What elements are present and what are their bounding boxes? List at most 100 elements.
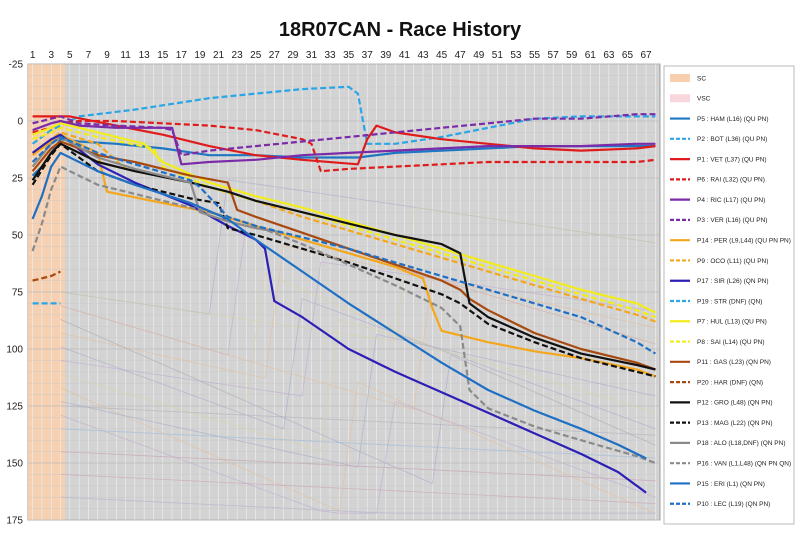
legend-label: P7 : HUL (L13) (QU PN) (697, 319, 767, 326)
legend-swatch (670, 74, 690, 82)
background-trace (60, 319, 656, 485)
x-tick-label: 19 (194, 50, 206, 61)
y-tick-label: 125 (6, 402, 23, 413)
legend-label: P18 : ALO (L18,DNF) (QN PN) (697, 440, 786, 447)
x-tick-label: 37 (362, 50, 374, 61)
legend-label: P13 : MAG (L22) (QN PN) (697, 420, 773, 427)
series-line-2 (32, 115, 656, 166)
legend-box (663, 65, 795, 525)
legend-label: P1 : VET (L37) (QU PN) (697, 156, 767, 163)
y-tick-label: 75 (12, 288, 24, 299)
legend-swatch (670, 94, 690, 103)
x-tick-label: 21 (213, 50, 225, 61)
y-axis: -25 0 25 50 75 100 125 150 175 (6, 60, 23, 527)
legend-label: P14 : PER (L9,L44) (QU PN PN) (697, 237, 791, 244)
x-tick-label: 31 (306, 50, 318, 61)
x-tick-label: 49 (473, 50, 485, 61)
plot-area (27, 63, 661, 521)
legend-label: VSC (697, 96, 711, 103)
background-trace (60, 206, 656, 342)
x-tick-label: 43 (417, 50, 429, 61)
chart-title: 18R07CAN - Race History (279, 19, 522, 41)
y-tick-label: 150 (6, 459, 23, 470)
background-trace (60, 318, 656, 452)
background-trace (60, 333, 656, 468)
x-tick-label: 41 (399, 50, 411, 61)
x-tick-label: 51 (492, 50, 504, 61)
x-tick-label: 35 (343, 50, 355, 61)
x-tick-label: 61 (585, 50, 597, 61)
gridlines (28, 63, 660, 521)
background-trace (60, 451, 656, 482)
background-trace-lines (60, 179, 656, 514)
x-tick-label: 39 (380, 50, 392, 61)
y-tick-label: 25 (12, 174, 24, 185)
x-tick-label: 11 (120, 50, 131, 61)
background-trace (60, 298, 656, 430)
x-tick-label: 17 (176, 50, 188, 61)
legend-label: P2 : BOT (L36) (QU PN) (697, 136, 767, 143)
x-tick-label: 27 (269, 50, 281, 61)
x-tick-label: 47 (455, 50, 467, 61)
background-trace (60, 474, 656, 504)
legend-label: P8 : SAI (L14) (QU PN) (697, 339, 765, 346)
x-tick-label: 55 (529, 50, 541, 61)
y-tick-label: 175 (6, 516, 23, 527)
x-tick-label: 63 (603, 50, 615, 61)
series-line-4 (32, 119, 656, 166)
legend-label: P17 : SIR (L26) (QN PN) (697, 278, 769, 285)
background-trace (60, 245, 656, 379)
legend-label: SC (697, 75, 706, 82)
legend: SC VSC P5 : HAM (L16) (QU PN) P2 : BOT (L36… (663, 65, 795, 525)
legend-label: P15 : ERI (L1) (QN PN) (697, 481, 765, 488)
x-tick-label: 13 (139, 50, 151, 61)
legend-label: P9 : OCO (L11) (QU PN) (697, 258, 768, 265)
series-line-17 (31, 165, 656, 465)
background-trace (60, 428, 656, 459)
background-trace (60, 400, 656, 514)
legend-label: P20 : HAR (DNF) (QN) (697, 379, 763, 386)
x-tick-label: 25 (250, 50, 262, 61)
series-lines (31, 85, 656, 494)
x-tick-label: 29 (287, 50, 299, 61)
background-trace (60, 277, 656, 411)
y-tick-label: 100 (6, 345, 23, 356)
y-tick-label: -25 (9, 60, 24, 71)
series-line-12 (31, 140, 656, 371)
x-tick-label: 9 (104, 50, 110, 61)
x-tick-label: 57 (548, 50, 560, 61)
y-tick-label: 0 (17, 117, 23, 128)
x-tick-label: 67 (640, 50, 652, 61)
legend-label: P12 : GRO (L48) (QN PN) (697, 400, 773, 407)
series-line-13 (32, 270, 61, 282)
series-line-5 (32, 113, 656, 157)
series-line-18 (31, 151, 647, 460)
x-tick-label: 65 (622, 50, 634, 61)
series-line-19 (31, 135, 656, 355)
x-tick-label: 3 (48, 50, 54, 61)
x-tick-label: 15 (157, 50, 169, 61)
x-tick-label: 7 (86, 50, 92, 61)
series-line-7 (31, 131, 656, 323)
x-tick-label: 59 (566, 50, 578, 61)
series-line-10 (32, 122, 656, 314)
series-line-14 (31, 142, 656, 371)
x-tick-label: 53 (510, 50, 522, 61)
x-tick-label: 33 (324, 50, 336, 61)
series-line-1 (31, 85, 656, 145)
series-line-3 (32, 119, 656, 173)
x-axis: 1 3 5 7 9 11 13 15 17 19 21 23 25 27 29 31 33 35 37 39 41 43 4… (30, 50, 652, 61)
legend-label: P6 : RAI (L32) (QU PN) (697, 177, 765, 184)
y-tick-label: 50 (12, 231, 24, 242)
x-tick-label: 5 (67, 50, 73, 61)
legend-label: P16 : VAN (L1,L48) (QN PN QN) (697, 460, 791, 467)
legend-label: P11 : GAS (L23) (QN PN) (697, 359, 771, 366)
legend-label: P3 : VER (L16) (QU PN) (697, 217, 767, 224)
legend-label: P10 : LEC (L19) (QN PN) (697, 501, 770, 508)
x-tick-label: 1 (30, 50, 36, 61)
background-trace (60, 496, 656, 514)
x-tick-label: 45 (436, 50, 448, 61)
background-trace (60, 261, 656, 397)
legend-label: P19 : STR (DNF) (QN) (697, 298, 762, 305)
